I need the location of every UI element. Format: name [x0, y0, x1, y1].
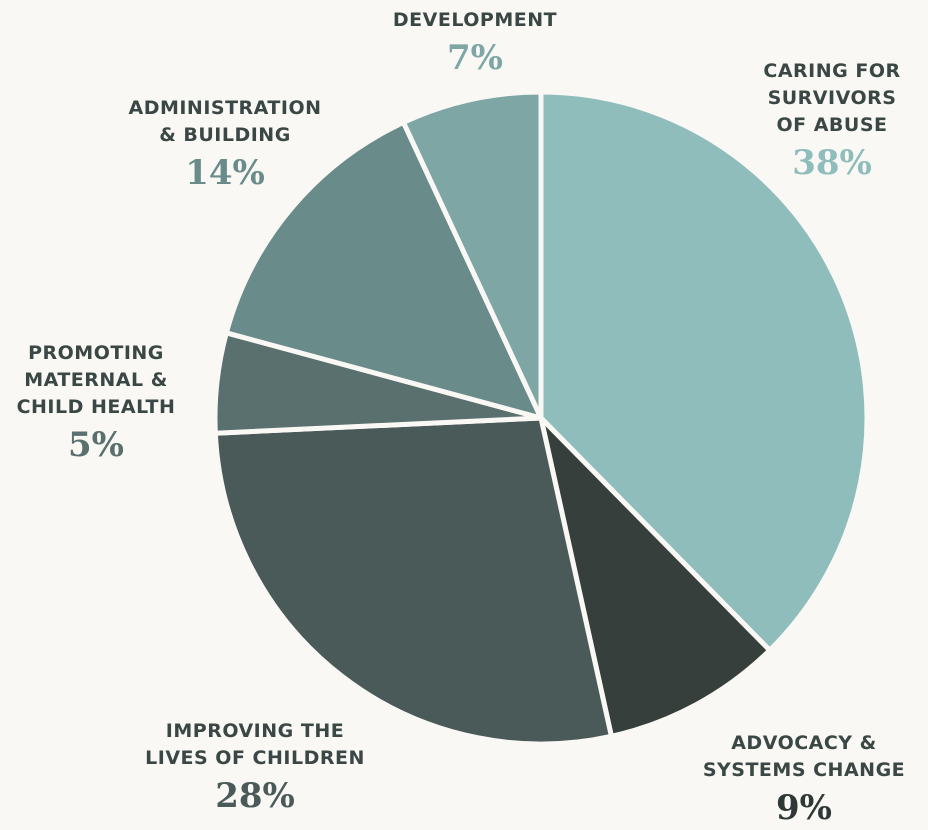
pie-slice-improving-the-lives-of-children — [212, 415, 614, 747]
pie-slice-development — [400, 89, 544, 421]
label-administration-name: ADMINISTRATION & BUILDING — [128, 97, 322, 146]
label-caring-for-survivors-value: 38% — [792, 143, 872, 183]
label-administration: ADMINISTRATION & BUILDING 14% — [110, 95, 340, 193]
label-development-value: 7% — [447, 38, 503, 78]
label-administration-value: 14% — [185, 153, 265, 193]
pie-slices — [212, 89, 870, 747]
pie-slice-advocacy-systems-change — [538, 415, 773, 739]
label-development-name: DEVELOPMENT — [392, 9, 558, 31]
label-advocacy-name: ADVOCACY & SYSTEMS CHANGE — [702, 732, 906, 781]
label-advocacy: ADVOCACY & SYSTEMS CHANGE 9% — [688, 730, 920, 828]
label-improving-lives-name: IMPROVING THE LIVES OF CHILDREN — [145, 720, 365, 769]
label-development: DEVELOPMENT 7% — [360, 7, 590, 78]
label-caring-for-survivors-name: CARING FOR SURVIVORS OF ABUSE — [763, 60, 901, 136]
pie-slice-caring-for-survivors-of-abuse — [538, 89, 870, 653]
label-maternal-health: PROMOTING MATERNAL & CHILD HEALTH 5% — [4, 340, 188, 465]
label-maternal-health-name: PROMOTING MATERNAL & CHILD HEALTH — [16, 342, 176, 418]
pie-slice-administration-building — [223, 119, 544, 421]
label-caring-for-survivors: CARING FOR SURVIVORS OF ABUSE 38% — [732, 58, 928, 183]
label-advocacy-value: 9% — [776, 788, 832, 828]
label-improving-lives-value: 28% — [215, 776, 295, 816]
label-improving-lives: IMPROVING THE LIVES OF CHILDREN 28% — [130, 718, 380, 816]
label-maternal-health-value: 5% — [68, 425, 124, 465]
